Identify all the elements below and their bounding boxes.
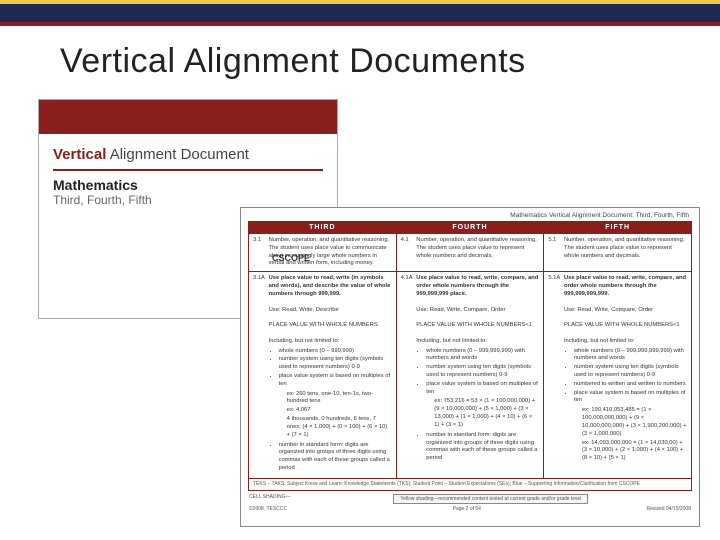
cover-title-rest: Alignment Document bbox=[106, 146, 249, 163]
list-item: place value system is based on multiples… bbox=[426, 381, 539, 397]
std-num: 5.1A bbox=[548, 275, 562, 283]
col-header-fifth: FIFTH bbox=[544, 222, 692, 234]
pv-line: PLACE VALUE WITH WHOLE NUMBERS<1 bbox=[416, 322, 532, 328]
std-num: 4.1A bbox=[401, 275, 415, 283]
table-doc-heading: Mathematics Vertical Alignment Document:… bbox=[241, 208, 699, 221]
footnote-left: CELL SHADING— bbox=[249, 494, 291, 504]
list-item: ex: 14,093,000,000 = (1 × 14,030,00) + (… bbox=[582, 440, 687, 463]
bullet-list: whole numbers (0 – 999,999,999,999) with… bbox=[574, 348, 687, 463]
std-text: Number, operation, and quantitative reas… bbox=[416, 237, 539, 260]
bullet-list: whole numbers (0 – 999,999,999) with num… bbox=[426, 348, 539, 463]
table-row: 3.1A Use place value to read, write (in … bbox=[249, 272, 692, 479]
list-item: whole numbers (0 – 999,999) bbox=[279, 348, 392, 356]
list-item: place value system is based on multiples… bbox=[279, 373, 392, 389]
std-text: Number, operation, and quantitative reas… bbox=[564, 237, 687, 260]
revised-date: Revised 04/15/2008 bbox=[647, 506, 691, 512]
including-label: Including, but not limited to: bbox=[564, 338, 635, 344]
cover-title-emph: Vertical bbox=[53, 146, 106, 163]
footnote-box: Yellow shading—recommended content teste… bbox=[393, 494, 588, 504]
bullet-list: whole numbers (0 – 999,999) number syste… bbox=[279, 348, 392, 473]
page-number: Page 2 of 54 bbox=[453, 506, 481, 512]
cover-title: Vertical Alignment Document bbox=[39, 134, 337, 165]
list-item: number system using ten digits (symbols … bbox=[574, 364, 687, 380]
cover-grades: Third, Fourth, Fifth bbox=[39, 193, 337, 207]
col-header-third: THIRD bbox=[249, 222, 397, 234]
list-item: ex: 190,410,053,485 = (1 × 100,000,000,0… bbox=[582, 407, 687, 438]
cell-body: Use place value to read, write, compare,… bbox=[416, 275, 539, 465]
list-item: number system using ten digits (symbols … bbox=[426, 364, 539, 380]
std-bold: Use place value to read, write, compare,… bbox=[416, 275, 538, 297]
std-num: 4.1 bbox=[401, 237, 415, 245]
cover-subject: Mathematics bbox=[39, 171, 337, 193]
list-item: ex: 753,216 = 53 × (1 × 100,000,000) + (… bbox=[434, 398, 539, 429]
std-bold: Use place value to read, write (in symbo… bbox=[269, 275, 391, 297]
cover-red-bar bbox=[39, 100, 337, 134]
including-label: Including, but not limited to: bbox=[269, 338, 340, 344]
copyright: ©2008, TESCCC bbox=[249, 506, 287, 512]
alignment-table: THIRD FOURTH FIFTH 3.1 Number, operation… bbox=[248, 221, 692, 491]
header-band bbox=[0, 0, 720, 26]
list-item: number system using ten digits (symbols … bbox=[279, 356, 392, 372]
list-item: numbered to written and written to numbe… bbox=[574, 381, 687, 389]
std-num: 3.1 bbox=[253, 237, 267, 245]
list-item: whole numbers (0 – 999,999,999,999) with… bbox=[574, 348, 687, 364]
cell-body: Use place value to read, write (in symbo… bbox=[269, 275, 392, 475]
footnote-bottom: ©2008, TESCCC Page 2 of 54 Revised 04/15… bbox=[249, 506, 691, 512]
slide-title: Vertical Alignment Documents bbox=[0, 26, 720, 81]
std-bold: Use place value to read, write, compare,… bbox=[564, 275, 686, 297]
including-label: Including, but not limited to: bbox=[416, 338, 487, 344]
cell-body: Use place value to read, write, compare,… bbox=[564, 275, 687, 465]
list-item: number in standard form: digits are orga… bbox=[279, 442, 392, 473]
pv-line: PLACE VALUE WITH WHOLE NUMBERS bbox=[269, 322, 378, 328]
use-line: Use: Read, Write, Compare, Order bbox=[416, 307, 505, 313]
list-item: number in standard form: digits are orga… bbox=[426, 432, 539, 463]
table-footer-row: TEKS – TAKS: Subject Know and Learn; Kno… bbox=[249, 478, 692, 490]
footnote-row: CELL SHADING— Yellow shading—recommended… bbox=[249, 494, 691, 504]
footer-legend: TEKS – TAKS: Subject Know and Learn; Kno… bbox=[249, 478, 692, 490]
table-row: 3.1 Number, operation, and quantitative … bbox=[249, 234, 692, 272]
logo-text: CSCOPE bbox=[272, 253, 310, 263]
std-num: 3.1A bbox=[253, 275, 267, 283]
use-line: Use: Read, Write, Describe bbox=[269, 307, 339, 313]
list-item: 4 thousands, 0 hundreds, 6 tens, 7 ones;… bbox=[287, 416, 392, 439]
list-item: ex: 260 tens, one-10, ten-1s, two-hundre… bbox=[287, 391, 392, 407]
std-num: 5.1 bbox=[548, 237, 562, 245]
list-item: ex: 4,067 bbox=[287, 407, 392, 415]
content-area: Vertical Alignment Document Mathematics … bbox=[0, 99, 720, 529]
pv-line: PLACE VALUE WITH WHOLE NUMBERS<1 bbox=[564, 322, 680, 328]
list-item: whole numbers (0 – 999,999,999) with num… bbox=[426, 348, 539, 364]
list-item: place value system is based on multiples… bbox=[574, 390, 687, 406]
col-header-fourth: FOURTH bbox=[396, 222, 544, 234]
use-line: Use: Read, Write, Compare, Order bbox=[564, 307, 653, 313]
